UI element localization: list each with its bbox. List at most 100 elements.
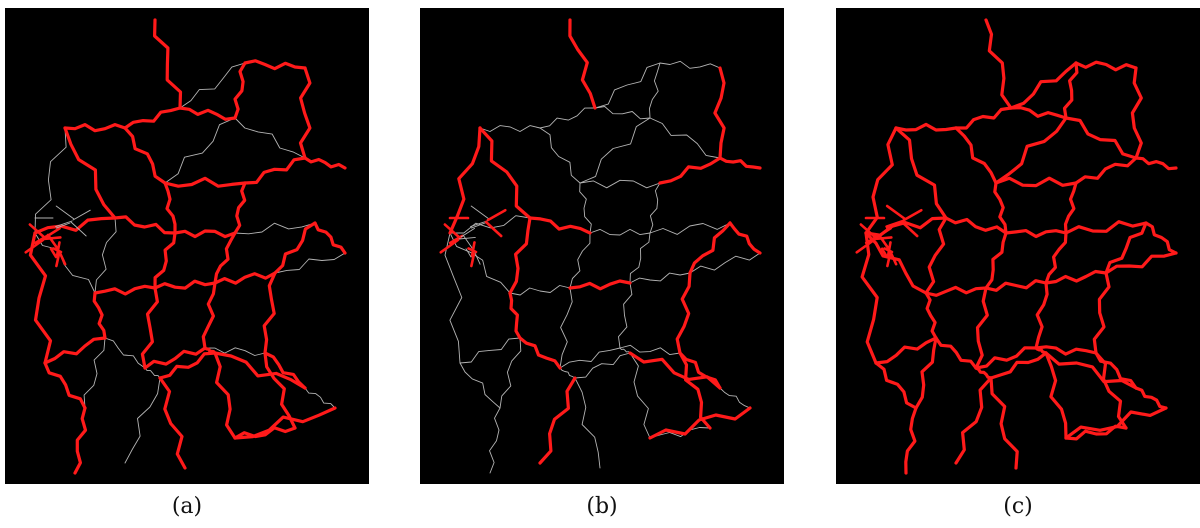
highlighted-road-segment <box>926 287 986 295</box>
road-map-panel-b <box>420 8 784 484</box>
highlighted-road-segment <box>486 222 501 236</box>
road-segment <box>660 61 720 68</box>
road-segment <box>500 338 521 408</box>
highlighted-road-segment <box>570 281 630 289</box>
highlighted-road-segment <box>165 178 245 186</box>
road-segment <box>630 273 690 283</box>
highlighted-road-segment <box>30 233 50 363</box>
road-segment <box>580 118 650 183</box>
road-segment <box>445 233 462 363</box>
highlighted-road-segment <box>180 108 235 119</box>
highlighted-road-segment <box>520 338 560 368</box>
highlighted-road-segment <box>275 223 315 273</box>
highlighted-road-segment <box>715 68 724 158</box>
road-segment <box>480 126 540 132</box>
highlighted-road-segment <box>986 281 1046 291</box>
highlighted-road-segment <box>165 183 175 233</box>
highlighted-road-segment <box>315 223 345 253</box>
highlighted-road-segment <box>441 240 458 252</box>
road-segment <box>460 363 500 408</box>
road-segment <box>595 63 660 108</box>
road-segment <box>540 108 595 128</box>
highlighted-road-segment <box>906 408 916 473</box>
road-segment <box>56 206 74 219</box>
highlighted-road-segment <box>264 273 275 353</box>
highlighted-road-segment <box>875 237 891 239</box>
highlighted-road-segment <box>65 125 125 131</box>
highlighted-road-segment <box>976 288 987 368</box>
highlighted-road-segment <box>245 61 305 69</box>
highlighted-road-segment <box>876 338 936 363</box>
highlighted-road-segment <box>896 124 956 130</box>
road-segment <box>560 288 572 368</box>
highlighted-road-segment <box>45 363 85 408</box>
road-segment <box>590 229 650 235</box>
highlighted-road-segment <box>1106 253 1176 273</box>
highlighted-road-segment <box>142 288 157 368</box>
road-segment <box>650 63 661 118</box>
highlighted-road-segment <box>175 231 235 237</box>
highlighted-road-segment <box>60 253 65 264</box>
highlighted-road-segment <box>115 217 175 233</box>
road-segment <box>595 107 650 119</box>
caption-a: (a) <box>5 494 369 519</box>
highlighted-road-segment <box>1132 68 1141 158</box>
highlighted-road-segment <box>94 293 105 338</box>
highlighted-road-segment <box>877 228 891 237</box>
highlighted-road-segment <box>976 368 991 378</box>
road-network-c <box>836 8 1200 484</box>
highlighted-road-segment <box>125 128 165 183</box>
highlighted-road-segment <box>956 378 991 463</box>
highlighted-road-segment <box>215 353 305 388</box>
road-segment <box>84 338 105 408</box>
caption-b: (b) <box>420 494 784 519</box>
road-segment <box>580 183 592 233</box>
road-segment <box>540 128 580 183</box>
road-network-b <box>420 8 784 484</box>
road-map-panel-a <box>5 8 369 484</box>
highlighted-road-segment <box>203 283 215 348</box>
highlighted-road-segment <box>926 293 936 338</box>
highlighted-road-segment <box>1136 158 1176 169</box>
highlighted-road-segment <box>887 206 905 219</box>
road-segment <box>620 348 630 353</box>
highlighted-road-segment <box>1066 222 1146 233</box>
highlighted-road-segment <box>996 178 1076 185</box>
road-segment <box>630 353 650 438</box>
road-segment <box>463 235 473 249</box>
highlighted-road-segment <box>720 158 760 168</box>
highlighted-road-segment <box>996 118 1066 183</box>
road-segment <box>650 183 660 233</box>
highlighted-road-segment <box>305 158 345 168</box>
highlighted-road-segment <box>215 233 235 283</box>
road-segment <box>575 378 600 468</box>
road-segment <box>575 353 630 378</box>
highlighted-road-segment <box>1136 388 1166 408</box>
highlighted-road-segment <box>660 158 720 183</box>
road-segment <box>125 378 160 463</box>
road-segment <box>490 408 501 473</box>
highlighted-road-segment <box>1066 183 1077 233</box>
road-network-a <box>5 8 369 484</box>
highlighted-road-segment <box>510 293 520 338</box>
highlighted-road-segment <box>1011 108 1066 118</box>
highlighted-road-segment <box>862 233 877 363</box>
caption-c: (c) <box>836 494 1200 519</box>
highlighted-road-segment <box>160 378 185 468</box>
highlighted-road-segment <box>677 273 690 353</box>
highlighted-road-segment <box>245 158 305 183</box>
highlighted-road-segment <box>480 128 530 218</box>
highlighted-road-segment <box>540 378 575 463</box>
highlighted-road-segment <box>896 128 946 218</box>
highlighted-road-segment <box>876 363 916 408</box>
highlighted-road-segment <box>1046 233 1066 283</box>
highlighted-road-segment <box>986 20 1011 108</box>
highlighted-road-segment <box>215 273 275 283</box>
road-segment <box>235 118 305 158</box>
highlighted-road-segment <box>530 218 590 233</box>
highlighted-road-segment <box>235 63 245 118</box>
road-segment <box>305 388 335 408</box>
highlighted-road-segment <box>301 68 310 158</box>
highlighted-road-segment <box>1011 63 1076 108</box>
highlighted-road-segment <box>976 348 1036 368</box>
